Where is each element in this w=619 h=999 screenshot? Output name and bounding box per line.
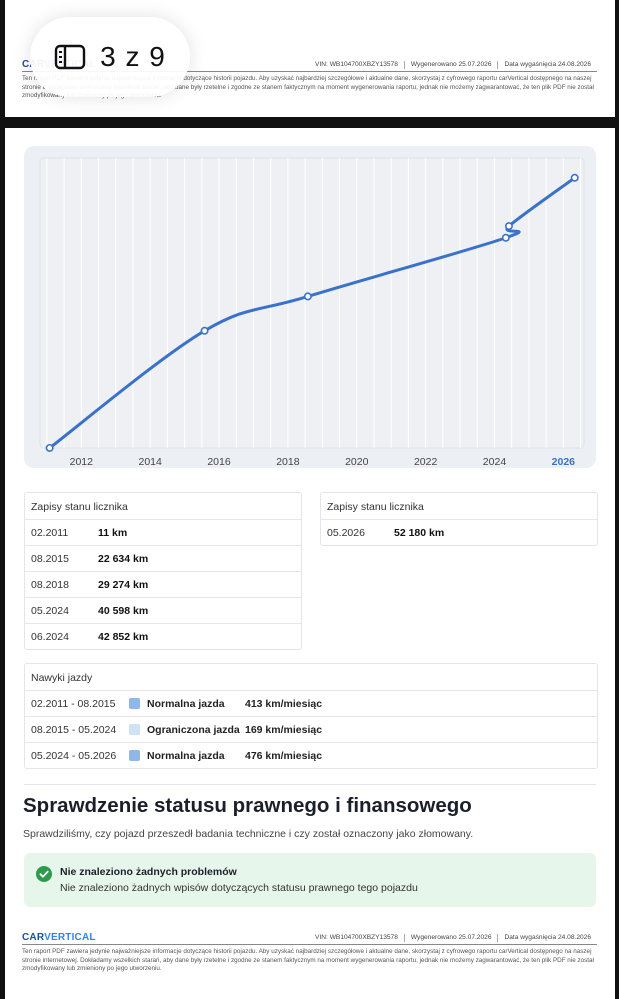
check-circle-icon [36, 866, 52, 882]
disclaimer-text: Ten raport PDF zawiera jedynie najważnie… [22, 948, 594, 973]
table-row: 02.2011 - 08.2015 Normalna jazda 413 km/… [25, 691, 597, 717]
table-row: 08.2015 - 05.2024 Ograniczona jazda 169 … [25, 717, 597, 743]
generated-date: Wygenerowano 25.07.2026 [403, 934, 498, 943]
odometer-chart: 2012 2014 2016 2018 2020 2022 2024 2026 [24, 146, 596, 468]
expiry-date: Data wygaśnięcia 24.08.2026 [497, 61, 597, 70]
data-point [45, 443, 54, 452]
legal-section-title: Sprawdzenie statusu prawnego i finansowe… [23, 794, 472, 817]
legal-status-title: Nie znaleziono żadnych problemów [60, 866, 237, 878]
odometer-table-left: Zapisy stanu licznika 02.2011 11 km 08.20… [24, 492, 302, 650]
table-row: 05.2024 40 598 km [25, 598, 301, 624]
odometer-table-header: Zapisy stanu licznika [25, 493, 301, 520]
habit-color-swatch [129, 698, 140, 709]
page-thumbnails-icon [54, 44, 86, 70]
data-point [504, 222, 513, 231]
data-point [501, 233, 510, 242]
table-row: 06.2024 42 852 km [31, 630, 149, 643]
x-tick-label: 2014 [138, 456, 162, 468]
driving-habits-header: Nawyki jazdy [25, 664, 597, 691]
odometer-table-right: Zapisy stanu licznika 05.2026 52 180 km [320, 492, 598, 546]
expiry-date: Data wygaśnięcia 24.08.2026 [497, 934, 597, 943]
data-point [570, 173, 579, 182]
table-row: 05.2024 - 05.2026 Normalna jazda 476 km/… [31, 749, 323, 762]
x-tick-label: 2022 [414, 456, 438, 468]
data-point [303, 292, 312, 301]
legal-status-box: Nie znaleziono żadnych problemów Nie zna… [24, 853, 596, 907]
table-row: 05.2026 52 180 km [327, 526, 445, 539]
page-counter: 3 z 9 [100, 41, 166, 72]
table-row: 02.2011 11 km [25, 520, 301, 546]
report-page: 2012 2014 2016 2018 2020 2022 2024 2026 Zapisy … [5, 128, 615, 999]
generated-date: Wygenerowano 25.07.2026 [403, 61, 498, 70]
plot-area [39, 157, 585, 449]
vin-label: VIN: WB104700XBZY13578 [315, 61, 398, 68]
data-point [200, 326, 209, 335]
page-counter-overlay[interactable]: 3 z 9 [30, 17, 190, 97]
x-tick-label: 2018 [276, 456, 300, 468]
page-footer: CARVERTICAL VIN: WB104700XBZY13578 Wygen… [22, 932, 597, 974]
carvertical-logo: CARVERTICAL [22, 932, 96, 943]
habit-color-swatch [129, 724, 140, 735]
x-tick-label: 2016 [207, 456, 231, 468]
legal-status-text: Nie znaleziono żadnych wpisów dotyczącyc… [60, 882, 418, 894]
habit-color-swatch [129, 750, 140, 761]
x-tick-label: 2012 [70, 456, 94, 468]
driving-habits-table: Nawyki jazdy 02.2011 - 08.2015 Normalna … [24, 663, 598, 769]
table-row: 08.2015 22 634 km [25, 546, 301, 572]
section-divider [24, 784, 596, 785]
x-tick-label: 2020 [345, 456, 369, 468]
odometer-chart-svg: 2012 2014 2016 2018 2020 2022 2024 2026 [39, 157, 585, 468]
table-row: 08.2018 29 274 km [25, 572, 301, 598]
legal-section-subtitle: Sprawdziliśmy, czy pojazd przeszedł bada… [23, 828, 474, 840]
x-tick-label: 2024 [483, 456, 507, 468]
odometer-table-header: Zapisy stanu licznika [321, 493, 597, 520]
x-tick-label: 2026 [552, 456, 576, 468]
vin-label: VIN: WB104700XBZY13578 [315, 934, 398, 941]
